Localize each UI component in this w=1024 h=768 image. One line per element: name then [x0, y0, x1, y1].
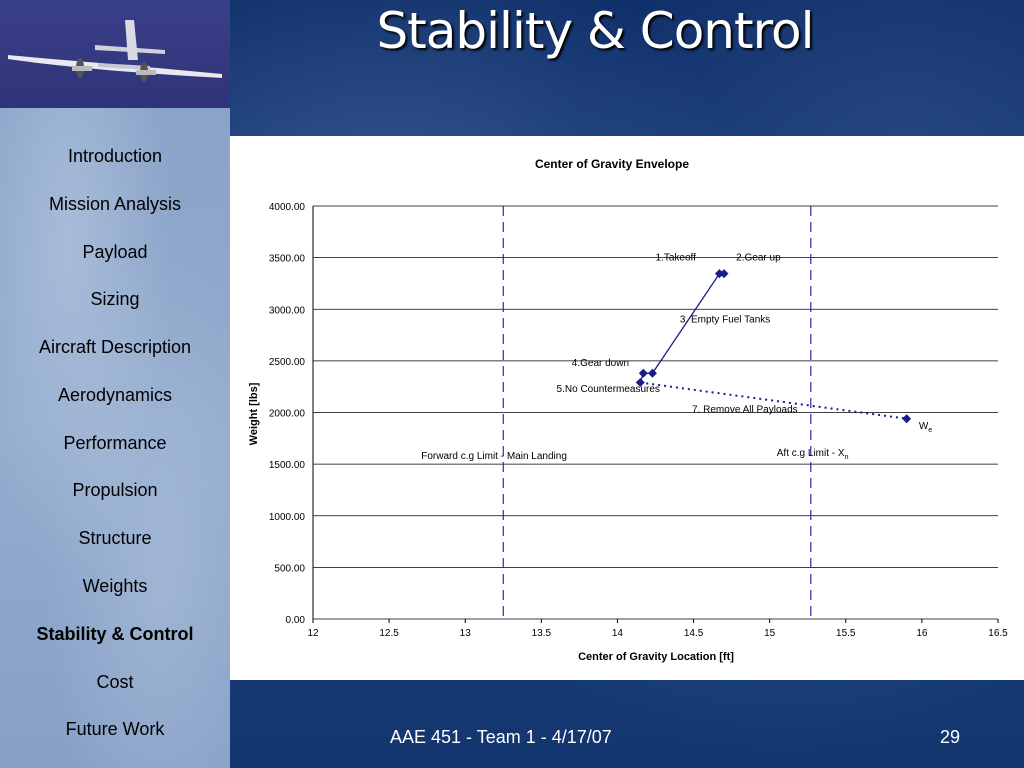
x-tick-label: 16	[916, 628, 928, 639]
sidebar-item-performance[interactable]: Performance	[63, 433, 167, 453]
x-tick-label: 16.5	[988, 628, 1008, 639]
sidebar-item-aircraft-description[interactable]: Aircraft Description	[38, 337, 192, 357]
data-point-marker	[902, 414, 912, 424]
footer-text: AAE 451 - Team 1 - 4/17/07	[390, 727, 612, 747]
y-tick-label: 2000.00	[269, 409, 306, 420]
data-point-marker	[719, 269, 729, 279]
data-point-marker	[714, 269, 724, 279]
data-point-marker	[647, 368, 657, 378]
y-tick-label: 1500.00	[269, 460, 306, 471]
aft-limit-label: Aft c.g Limit - Xn	[777, 448, 849, 461]
sidebar-item-structure[interactable]: Structure	[78, 528, 152, 548]
sidebar-item-cost[interactable]: Cost	[96, 672, 134, 692]
y-axis-label: Weight [lbs]	[248, 382, 260, 445]
sidebar-item-future-work[interactable]: Future Work	[65, 719, 165, 739]
point-annotation: 2.Gear up	[736, 253, 781, 264]
sidebar-item-stability-control[interactable]: Stability & Control	[36, 624, 194, 644]
x-axis-label: Center of Gravity Location [ft]	[578, 651, 734, 663]
cg-path-solid	[639, 272, 724, 383]
sidebar-item-aerodynamics[interactable]: Aerodynamics	[57, 385, 173, 405]
sidebar-item-introduction[interactable]: Introduction	[67, 146, 163, 166]
sidebar: Introduction Mission Analysis Payload Si…	[0, 108, 230, 768]
sidebar-item-payload[interactable]: Payload	[82, 242, 148, 262]
point-annotation: We	[919, 421, 932, 434]
point-annotation: 4.Gear down	[572, 358, 629, 369]
x-tick-label: 14.5	[684, 628, 704, 639]
page-number: 29	[940, 727, 961, 747]
point-annotation: 3. Empty Fuel Tanks	[680, 315, 770, 326]
chart-title: Center of Gravity Envelope	[535, 157, 689, 171]
y-tick-label: 3500.00	[269, 254, 306, 265]
airplane-logo-icon	[8, 20, 222, 82]
x-tick-label: 15.5	[836, 628, 856, 639]
sidebar-item-sizing[interactable]: Sizing	[90, 289, 140, 309]
y-tick-label: 3000.00	[269, 305, 306, 316]
point-annotation: 5.No Countermeasures	[557, 384, 660, 395]
x-tick-label: 15	[764, 628, 776, 639]
x-tick-label: 12	[307, 628, 319, 639]
x-tick-label: 13.5	[532, 628, 552, 639]
sidebar-item-mission-analysis[interactable]: Mission Analysis	[48, 194, 182, 214]
y-tick-label: 2500.00	[269, 357, 306, 368]
point-annotation: 1.Takeoff	[656, 253, 697, 264]
y-tick-label: 4000.00	[269, 202, 306, 213]
chart-panel: Center of Gravity Envelope Forward c.g L…	[230, 136, 1024, 680]
logo-panel	[0, 0, 230, 108]
slide-title: Stability & Control	[376, 2, 814, 60]
cg-envelope-chart: Center of Gravity Envelope Forward c.g L…	[248, 157, 1008, 663]
data-point-marker	[638, 368, 648, 378]
x-tick-label: 13	[460, 628, 472, 639]
point-annotation: 7. Remove All Payloads	[692, 405, 798, 416]
data-point-marker	[635, 378, 645, 388]
sidebar-item-propulsion[interactable]: Propulsion	[72, 480, 158, 500]
x-tick-label: 12.5	[379, 628, 399, 639]
y-tick-label: 1000.00	[269, 512, 306, 523]
forward-limit-label: Forward c.g Limit - Main Landing	[421, 451, 567, 462]
sidebar-item-weights[interactable]: Weights	[82, 576, 148, 596]
x-tick-label: 14	[612, 628, 624, 639]
y-tick-label: 0.00	[286, 615, 306, 626]
y-tick-label: 500.00	[274, 563, 305, 574]
